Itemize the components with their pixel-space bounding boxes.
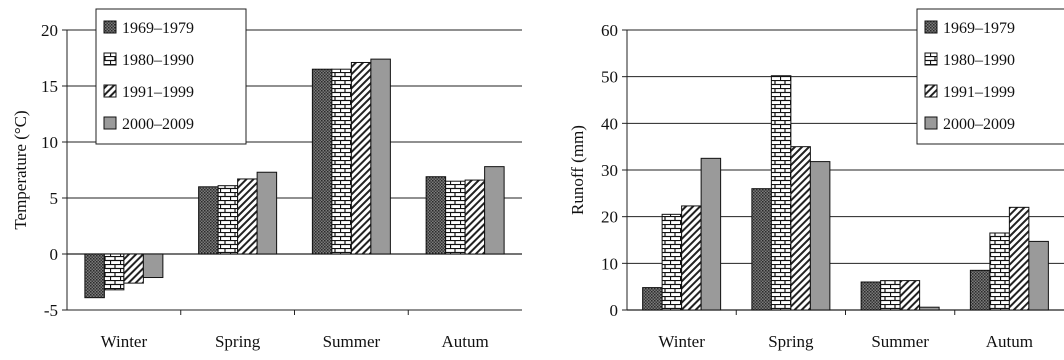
- bar: [103, 253, 125, 291]
- bar: [661, 213, 683, 311]
- legend-label: 1980–1990: [943, 52, 1015, 69]
- bar: [899, 280, 921, 311]
- bar: [642, 287, 663, 311]
- bar: [350, 61, 372, 255]
- bar: [919, 306, 940, 311]
- bar: [425, 176, 447, 255]
- legend-label: 1969–1979: [943, 20, 1015, 37]
- y-tick-label: 60: [601, 21, 618, 40]
- x-category-label: Summer: [323, 332, 381, 351]
- y-tick-label: -5: [44, 301, 58, 320]
- bar: [370, 58, 391, 255]
- legend-label: 1980–1990: [122, 52, 194, 69]
- y-tick-label: 30: [601, 161, 618, 180]
- legend-label: 2000–2009: [943, 116, 1015, 133]
- bar: [217, 185, 239, 255]
- bar: [681, 205, 702, 311]
- y-tick-label: 15: [41, 77, 58, 96]
- legend-label: 2000–2009: [122, 116, 194, 133]
- y-tick-label: 0: [610, 301, 619, 320]
- legend-label: 1991–1999: [943, 84, 1015, 101]
- x-category-label: Autum: [442, 332, 489, 351]
- legend-box: [95, 8, 247, 145]
- x-category-label: Winter: [658, 332, 705, 351]
- y-tick-label: 40: [601, 114, 618, 133]
- legend-swatch: [103, 52, 117, 66]
- bar: [311, 68, 333, 255]
- bar: [989, 232, 1010, 311]
- x-category-label: Summer: [871, 332, 929, 351]
- bar: [751, 188, 772, 311]
- bar: [809, 161, 831, 311]
- legend: 1969–1979 1980–1990 1991–1999 2000–2009: [95, 8, 247, 145]
- bar: [331, 68, 352, 255]
- bar: [969, 269, 991, 311]
- legend-swatch: [103, 20, 117, 34]
- bar: [860, 281, 882, 311]
- bar: [770, 75, 792, 311]
- bar: [1028, 240, 1049, 311]
- legend-label: 1969–1979: [122, 20, 194, 37]
- bar: [880, 280, 901, 311]
- legend-label: 1991–1999: [122, 84, 194, 101]
- y-tick-label: 0: [50, 245, 59, 264]
- x-category-label: Spring: [768, 332, 814, 351]
- legend-box: [916, 8, 1064, 145]
- legend-swatch: [103, 116, 117, 130]
- legend-swatch: [924, 116, 938, 130]
- legend: 1969–1979 1980–1990 1991–1999 2000–2009: [916, 8, 1064, 145]
- y-tick-label: 20: [601, 208, 618, 227]
- bar: [123, 253, 144, 284]
- bar: [464, 179, 486, 255]
- bar: [256, 171, 278, 255]
- bar: [445, 180, 466, 255]
- bar: [1008, 206, 1030, 311]
- y-tick-label: 20: [41, 21, 58, 40]
- legend-swatch: [924, 52, 938, 66]
- bar: [700, 157, 722, 311]
- x-category-label: Spring: [215, 332, 261, 351]
- x-category-label: Winter: [101, 332, 148, 351]
- x-category-label: Autum: [986, 332, 1033, 351]
- y-axis-title: Temperature (°C): [11, 110, 30, 229]
- runoff-chart: 0 10 20 30 40 50 60 Runoff (mm) Winter Spring Summ…: [568, 8, 1064, 351]
- y-tick-label: 10: [601, 254, 618, 273]
- bar: [237, 178, 258, 255]
- legend-swatch: [924, 20, 938, 34]
- bar: [790, 146, 811, 311]
- legend-swatch: [924, 84, 938, 98]
- bar: [484, 166, 505, 255]
- bar: [142, 253, 164, 279]
- y-tick-label: 50: [601, 68, 618, 87]
- bar: [84, 253, 105, 299]
- y-tick-label: 10: [41, 133, 58, 152]
- y-axis-title: Runoff (mm): [568, 125, 587, 215]
- temperature-chart: -5 0 5 10 15 20 Temperature (°C) Winter Spring Su…: [11, 8, 522, 351]
- y-tick-label: 5: [50, 189, 59, 208]
- legend-swatch: [103, 84, 117, 98]
- bar: [198, 186, 219, 255]
